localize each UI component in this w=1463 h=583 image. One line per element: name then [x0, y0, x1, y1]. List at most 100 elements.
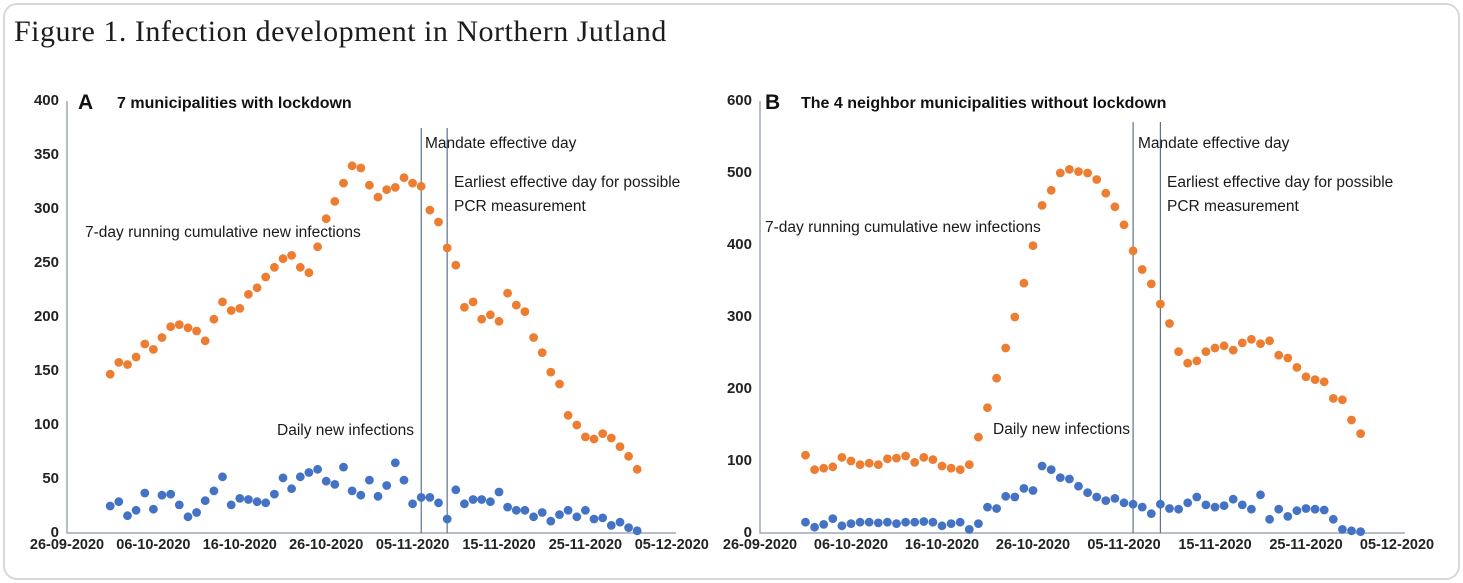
daily-data-point [503, 502, 512, 512]
daily-data-point [149, 504, 158, 514]
cumulative-data-point [1310, 375, 1320, 384]
cumulative-data-point [855, 460, 865, 469]
cumulative-data-point [356, 163, 366, 173]
daily-data-point [399, 475, 409, 485]
y-axis-tick-label: 150 [33, 362, 59, 379]
cumulative-data-point [1210, 343, 1220, 353]
y-axis-tick-label: 50 [42, 470, 59, 487]
cumulative-data-point [937, 461, 947, 471]
daily-data-point [615, 517, 625, 527]
cumulative-data-point [166, 322, 176, 332]
cumulative-data-point [1028, 241, 1038, 251]
daily-data-point [1019, 484, 1029, 493]
cumulative-data-point [624, 451, 633, 461]
cumulative-data-point [598, 429, 608, 438]
cumulative-data-point [339, 178, 348, 188]
x-axis-tick-label: 25-11-2020 [548, 537, 623, 553]
daily-data-point [892, 519, 901, 528]
panel-b-label: B [765, 91, 781, 114]
cumulative-data-point [632, 464, 642, 474]
daily-data-point [1301, 504, 1311, 513]
x-axis-tick-label: 05-11-2020 [375, 537, 450, 553]
daily-data-point [1010, 492, 1020, 502]
cumulative-data-point [864, 458, 874, 468]
daily-data-point [1128, 499, 1138, 509]
cumulative-data-point [1101, 188, 1111, 198]
y-axis-tick-label: 400 [726, 236, 752, 253]
daily-data-point [390, 458, 400, 468]
cumulative-data-point [313, 242, 322, 252]
cumulative-data-point [1128, 246, 1138, 256]
cumulative-data-point [1201, 347, 1211, 356]
cumulative-data-point [1219, 341, 1229, 351]
axis-line [759, 101, 1405, 534]
cumulative-data-point [330, 197, 340, 206]
daily-data-point [1274, 504, 1284, 514]
daily-data-point [928, 517, 938, 527]
cumulative-data-point [819, 463, 829, 473]
daily-data-point [442, 514, 452, 524]
cumulative-data-point [149, 345, 158, 354]
daily-data-point [581, 505, 590, 515]
y-axis-tick-label: 400 [33, 92, 59, 109]
panel-a-daily-series-label: Daily new infections [277, 422, 414, 439]
cumulative-data-point [174, 320, 184, 329]
daily-data-point [983, 502, 992, 512]
cumulative-data-point [1174, 347, 1183, 356]
cumulative-data-point [1001, 343, 1011, 353]
daily-data-point [1183, 498, 1193, 508]
cumulative-data-point [1137, 265, 1147, 274]
daily-data-point [1319, 505, 1329, 515]
daily-data-point [937, 521, 947, 531]
daily-data-point [1156, 499, 1165, 509]
daily-data-point [451, 485, 461, 495]
cumulative-data-point [1110, 202, 1120, 212]
daily-data-point [810, 522, 819, 532]
panel-b-pcr-line-label: Earliest effective day for possible PCR … [1167, 174, 1394, 216]
daily-data-point [235, 494, 245, 503]
x-axis-tick-label: 06-10-2020 [116, 537, 191, 553]
cumulative-data-point [347, 161, 357, 171]
daily-data-point [1146, 509, 1156, 518]
y-axis-tick-label: 0 [50, 524, 59, 541]
daily-data-point [1247, 504, 1256, 514]
cumulative-data-point [235, 304, 245, 313]
cumulative-data-point [615, 442, 625, 451]
cumulative-data-point [910, 458, 920, 467]
cumulative-data-point [218, 297, 227, 307]
daily-data-point [1292, 506, 1302, 516]
y-axis-tick-label: 200 [33, 308, 59, 325]
daily-data-point [114, 497, 124, 507]
daily-data-point [1219, 501, 1229, 510]
cumulative-data-point [846, 456, 856, 466]
daily-data-point [252, 497, 262, 507]
cumulative-data-point [1292, 363, 1302, 372]
cumulative-data-point [946, 463, 956, 473]
daily-data-point [416, 493, 426, 502]
cumulative-data-point [183, 323, 193, 333]
x-axis-tick-label: 26-10-2020 [289, 537, 364, 553]
daily-data-point [873, 518, 883, 528]
cumulative-data-point [828, 462, 838, 472]
daily-data-point [598, 513, 608, 523]
panel-a-cumulative-series-label: 7-day running cumulative new infections [85, 224, 361, 241]
cumulative-data-point [992, 373, 1001, 383]
cumulative-data-point [901, 451, 910, 461]
daily-data-point [313, 464, 322, 474]
x-axis-tick-label: 25-11-2020 [1269, 537, 1343, 553]
daily-data-point [1165, 504, 1174, 513]
daily-data-point [837, 521, 847, 531]
daily-data-point [1356, 527, 1365, 536]
daily-data-point [382, 481, 392, 490]
daily-data-point [846, 519, 856, 528]
x-axis-tick-label: 26-09-2020 [722, 537, 798, 553]
daily-data-point [468, 495, 478, 504]
daily-data-point [1210, 502, 1220, 512]
cumulative-data-point [399, 173, 409, 183]
cumulative-data-point [537, 348, 547, 357]
daily-data-point [632, 526, 642, 536]
cumulative-data-point [408, 178, 417, 188]
daily-data-point [408, 499, 417, 509]
x-axis-tick-label: 26-09-2020 [29, 537, 105, 553]
panel-b-mandate-line-label: Mandate effective day [1138, 135, 1290, 152]
